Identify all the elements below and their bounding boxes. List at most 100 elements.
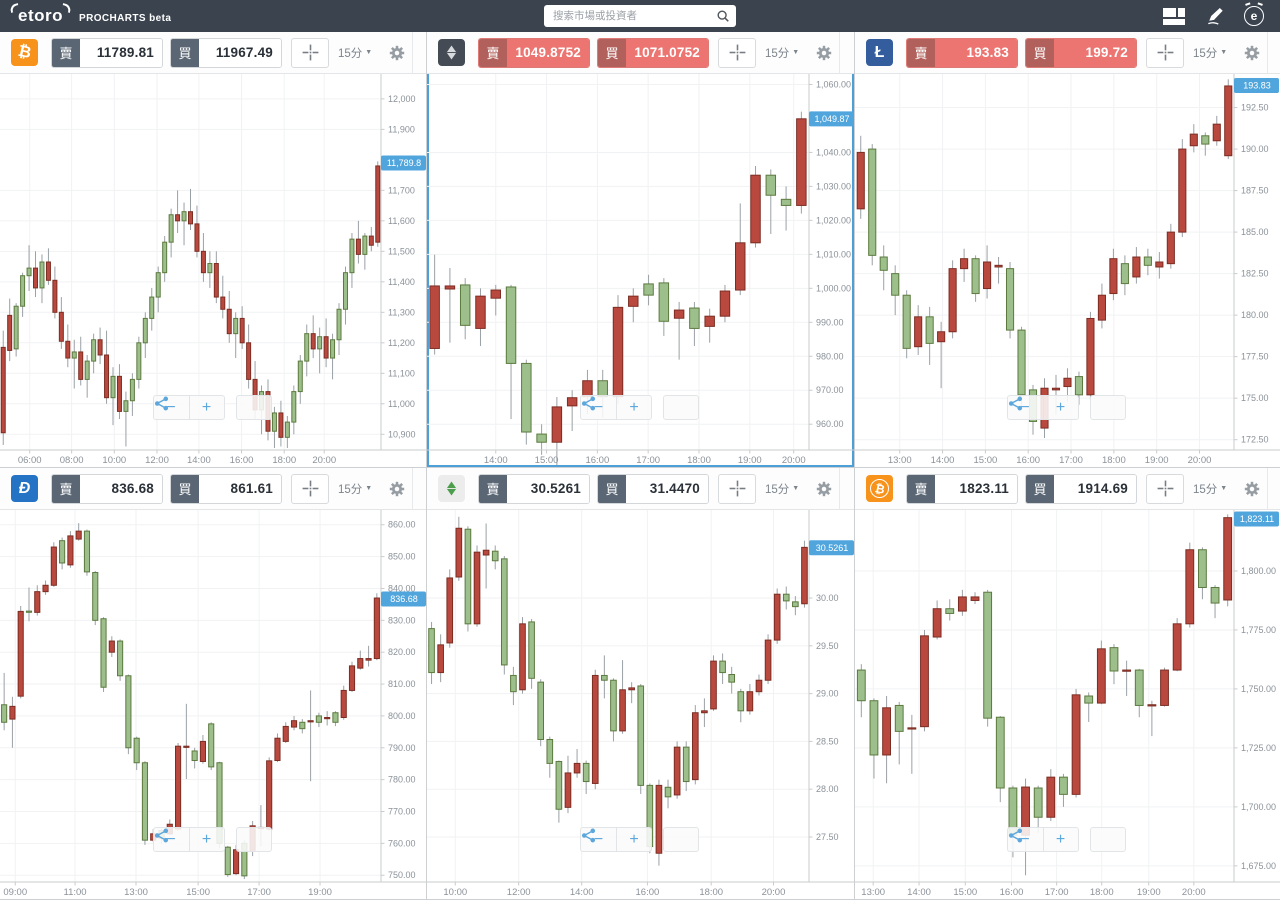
etoro-account-icon[interactable]: e — [1244, 6, 1264, 26]
sell-button[interactable]: 賣 836.68 — [51, 473, 163, 504]
zoom-out-button[interactable]: − — [152, 827, 189, 852]
crosshair-button[interactable] — [291, 473, 329, 504]
share-button[interactable] — [1008, 827, 1126, 852]
current-price-tag: 1,049.87 — [814, 114, 849, 124]
sell-label: 賣 — [907, 474, 935, 503]
buy-button[interactable]: 買 1914.69 — [1025, 473, 1137, 504]
x-axis-tick: 19:00 — [308, 887, 332, 898]
interval-dropdown[interactable]: 15分 ▼ — [338, 45, 372, 61]
settings-gear-button[interactable] — [815, 480, 833, 498]
chart-panel-bch: ₿BCH賣1823.11買1914.6915分▼1,800.001,775.00… — [855, 468, 1280, 900]
y-axis-tick: 11,700 — [388, 185, 415, 195]
y-axis-tick: 780.00 — [388, 775, 416, 785]
share-button[interactable] — [1008, 395, 1126, 420]
x-axis-tick: 09:00 — [3, 887, 27, 898]
buy-button[interactable]: 買 199.72 — [1025, 37, 1137, 68]
settings-gear-button[interactable] — [388, 480, 406, 498]
search-icon[interactable] — [716, 9, 730, 23]
share-button[interactable] — [154, 827, 272, 852]
settings-gear-button[interactable] — [388, 44, 406, 62]
interval-dropdown[interactable]: 15分 ▼ — [765, 481, 799, 497]
sell-price: 11789.81 — [80, 38, 162, 67]
search-input[interactable] — [553, 10, 716, 22]
draw-pencil-icon[interactable] — [1205, 7, 1224, 26]
y-axis-tick: 11,500 — [388, 246, 415, 256]
buy-button[interactable]: 買 11967.49 — [170, 37, 282, 68]
layout-grid-icon[interactable] — [1163, 7, 1185, 25]
zoom-out-button[interactable]: − — [1006, 395, 1043, 420]
sell-label: 賣 — [907, 38, 935, 67]
expand-button[interactable] — [839, 468, 854, 510]
current-price-tag: 11,789.8 — [387, 158, 421, 168]
chart-panel-dash: ĐDASH賣836.68買861.6115分▼860.00850.00840.0… — [0, 468, 427, 900]
buy-button[interactable]: 買 31.4470 — [597, 473, 709, 504]
crosshair-button[interactable] — [291, 37, 329, 68]
sell-button[interactable]: 賣 30.5261 — [478, 473, 590, 504]
interval-dropdown[interactable]: 15分 ▼ — [1193, 45, 1227, 61]
x-axis-tick: 16:00 — [230, 455, 254, 466]
buy-button[interactable]: 買 861.61 — [170, 473, 282, 504]
search-box[interactable] — [544, 5, 736, 27]
y-axis-tick: 1,750.00 — [1241, 684, 1276, 694]
y-axis-tick: 860.00 — [388, 520, 416, 530]
eth-icon — [438, 39, 465, 66]
settings-gear-button[interactable] — [1243, 44, 1261, 62]
interval-dropdown[interactable]: 15分 ▼ — [1193, 481, 1227, 497]
interval-dropdown[interactable]: 15分 ▼ — [765, 45, 799, 61]
interval-dropdown[interactable]: 15分 ▼ — [338, 481, 372, 497]
zoom-out-button[interactable]: − — [580, 395, 616, 420]
expand-button[interactable] — [1267, 32, 1280, 74]
y-axis-tick: 970.00 — [816, 385, 844, 395]
zoom-out-button[interactable]: − — [580, 827, 616, 852]
chart-zoom-controls: − + — [152, 827, 272, 852]
expand-button[interactable] — [1267, 468, 1280, 510]
zoom-out-button[interactable]: − — [1006, 827, 1043, 852]
current-price-tag: 836.68 — [390, 594, 418, 604]
buy-label: 買 — [598, 474, 626, 503]
buy-price: 31.4470 — [626, 474, 708, 503]
zoom-out-button[interactable]: − — [152, 395, 189, 420]
zoom-in-button[interactable]: + — [1042, 395, 1079, 420]
sell-button[interactable]: 賣 1049.8752 — [478, 37, 590, 68]
chart-canvas[interactable]: 860.00 850.00 840.00 830.00 820.00 810.00 800.… — [0, 510, 427, 900]
expand-button[interactable] — [412, 468, 426, 510]
zoom-in-button[interactable]: + — [188, 395, 225, 420]
chart-canvas[interactable]: 1,800.00 1,775.00 1,750.00 1,725.00 1,700.00… — [855, 510, 1280, 900]
sell-button[interactable]: 賣 1823.11 — [906, 473, 1018, 504]
y-axis-tick: 960.00 — [816, 419, 844, 429]
sell-button[interactable]: 賣 193.83 — [906, 37, 1018, 68]
chart-panel-ltc: ŁLTC賣193.83買199.7215分▼192.50190.00187.50… — [855, 32, 1280, 468]
buy-label: 買 — [1026, 474, 1054, 503]
y-axis-tick: 30.00 — [816, 593, 839, 603]
zoom-in-button[interactable]: + — [616, 395, 652, 420]
zoom-in-button[interactable]: + — [188, 827, 225, 852]
chart-canvas[interactable]: 1,060.00 1,040.00 1,030.00 1,020.00 1,010.00… — [427, 74, 855, 468]
chart-canvas[interactable]: 30.00 29.50 29.00 28.50 28.00 27.50 10:00 12:00… — [427, 510, 855, 900]
sell-button[interactable]: 賣 11789.81 — [51, 37, 163, 68]
x-axis-tick: 18:00 — [699, 887, 723, 898]
expand-button[interactable] — [412, 32, 426, 74]
settings-gear-button[interactable] — [1243, 480, 1261, 498]
zoom-in-button[interactable]: + — [1042, 827, 1079, 852]
crosshair-button[interactable] — [1146, 473, 1184, 504]
crosshair-button[interactable] — [718, 473, 756, 504]
crosshair-button[interactable] — [718, 37, 756, 68]
share-button[interactable] — [154, 395, 272, 420]
x-axis-tick: 16:00 — [636, 887, 660, 898]
sell-price: 1049.8752 — [507, 38, 589, 67]
settings-gear-button[interactable] — [815, 44, 833, 62]
buy-price: 11967.49 — [199, 38, 281, 67]
buy-price: 1071.0752 — [626, 38, 708, 67]
crosshair-button[interactable] — [1146, 37, 1184, 68]
interval-label: 15分 — [1193, 483, 1218, 496]
x-axis-tick: 16:00 — [1016, 455, 1040, 466]
expand-button[interactable] — [839, 32, 854, 74]
buy-button[interactable]: 買 1071.0752 — [597, 37, 709, 68]
x-axis-tick: 15:00 — [186, 887, 210, 898]
share-button[interactable] — [581, 395, 699, 420]
share-button[interactable] — [581, 827, 699, 852]
zoom-in-button[interactable]: + — [616, 827, 652, 852]
